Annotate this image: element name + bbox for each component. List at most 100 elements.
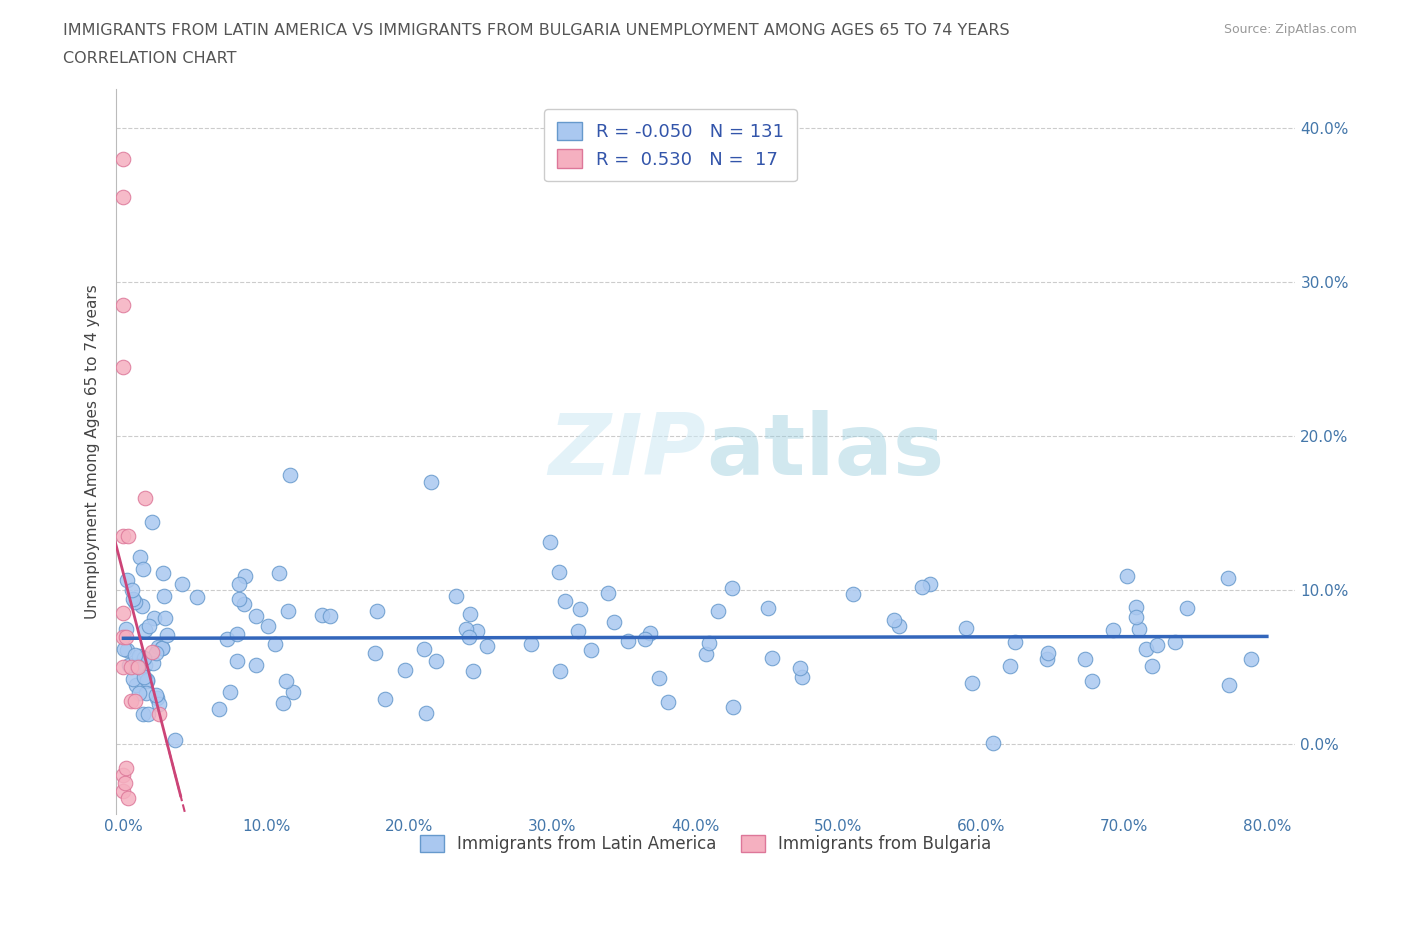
- Point: [135, 685, 157, 700]
- Point: [1101, 622, 1123, 637]
- Point: [112, 660, 135, 675]
- Point: [446, 589, 468, 604]
- Point: [1175, 600, 1198, 615]
- Point: [475, 638, 498, 653]
- Point: [148, 706, 170, 721]
- Point: [208, 701, 231, 716]
- Point: [581, 642, 603, 657]
- Point: [567, 623, 589, 638]
- Point: [125, 677, 148, 692]
- Point: [112, 359, 135, 374]
- Point: [124, 648, 146, 663]
- Point: [364, 645, 387, 660]
- Point: [366, 604, 388, 618]
- Point: [124, 694, 146, 709]
- Y-axis label: Unemployment Among Ages 65 to 74 years: Unemployment Among Ages 65 to 74 years: [86, 285, 100, 619]
- Point: [112, 606, 135, 621]
- Point: [135, 674, 157, 689]
- Point: [955, 620, 977, 635]
- Point: [458, 606, 481, 621]
- Point: [115, 621, 138, 636]
- Point: [112, 152, 135, 166]
- Point: [1216, 571, 1239, 586]
- Point: [165, 733, 187, 748]
- Text: Source: ZipAtlas.com: Source: ZipAtlas.com: [1223, 23, 1357, 36]
- Point: [394, 662, 416, 677]
- Point: [128, 648, 150, 663]
- Point: [125, 658, 148, 673]
- Point: [215, 632, 238, 647]
- Point: [134, 670, 156, 684]
- Point: [226, 627, 249, 642]
- Point: [124, 594, 146, 609]
- Point: [918, 577, 941, 591]
- Point: [548, 565, 571, 579]
- Point: [112, 529, 135, 544]
- Point: [145, 645, 167, 660]
- Point: [707, 604, 730, 618]
- Point: [134, 658, 156, 673]
- Point: [960, 676, 983, 691]
- Point: [128, 686, 150, 701]
- Point: [114, 642, 136, 657]
- Point: [695, 646, 717, 661]
- Point: [1036, 652, 1059, 667]
- Point: [121, 591, 143, 606]
- Point: [117, 791, 139, 806]
- Point: [415, 705, 437, 720]
- Point: [789, 661, 811, 676]
- Point: [141, 514, 163, 529]
- Point: [638, 625, 661, 640]
- Point: [245, 608, 267, 623]
- Point: [1081, 673, 1104, 688]
- Point: [128, 550, 150, 565]
- Text: ZIP: ZIP: [548, 410, 706, 493]
- Point: [657, 694, 679, 709]
- Point: [648, 671, 671, 685]
- Point: [148, 697, 170, 711]
- Point: [273, 696, 295, 711]
- Point: [1135, 642, 1157, 657]
- Point: [136, 706, 159, 721]
- Point: [228, 591, 250, 606]
- Point: [756, 601, 779, 616]
- Point: [112, 783, 135, 798]
- Point: [887, 618, 910, 633]
- Point: [1128, 621, 1150, 636]
- Point: [264, 636, 287, 651]
- Point: [721, 580, 744, 595]
- Point: [115, 573, 138, 588]
- Point: [257, 618, 280, 633]
- Point: [218, 684, 240, 699]
- Point: [233, 597, 256, 612]
- Point: [454, 622, 477, 637]
- Point: [155, 611, 177, 626]
- Point: [146, 640, 169, 655]
- Point: [1125, 600, 1147, 615]
- Point: [146, 691, 169, 706]
- Point: [122, 671, 145, 686]
- Point: [277, 604, 299, 618]
- Point: [1036, 645, 1059, 660]
- Point: [548, 663, 571, 678]
- Point: [145, 687, 167, 702]
- Point: [155, 628, 177, 643]
- Point: [425, 654, 447, 669]
- Point: [127, 660, 149, 675]
- Point: [634, 631, 657, 646]
- Point: [1240, 651, 1263, 666]
- Point: [114, 776, 136, 790]
- Text: atlas: atlas: [706, 410, 943, 493]
- Point: [465, 623, 488, 638]
- Point: [112, 190, 135, 205]
- Point: [458, 630, 481, 644]
- Point: [1218, 677, 1240, 692]
- Point: [143, 611, 166, 626]
- Point: [141, 644, 163, 659]
- Point: [842, 586, 865, 601]
- Point: [319, 609, 342, 624]
- Point: [152, 565, 174, 580]
- Point: [112, 629, 135, 644]
- Point: [983, 735, 1005, 750]
- Point: [274, 673, 297, 688]
